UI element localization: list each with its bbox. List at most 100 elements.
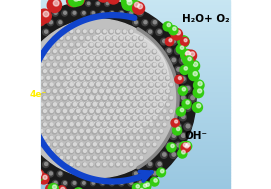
Circle shape — [70, 109, 73, 112]
Circle shape — [110, 69, 113, 73]
Circle shape — [162, 83, 166, 87]
Circle shape — [167, 116, 169, 119]
Circle shape — [115, 43, 120, 47]
Circle shape — [93, 129, 96, 132]
Circle shape — [127, 116, 130, 119]
Circle shape — [118, 129, 124, 134]
Circle shape — [45, 89, 50, 94]
Circle shape — [102, 56, 107, 61]
Circle shape — [79, 49, 83, 54]
Circle shape — [99, 142, 104, 147]
Circle shape — [47, 143, 50, 146]
Circle shape — [112, 156, 117, 160]
Circle shape — [22, 96, 27, 101]
Circle shape — [153, 103, 156, 106]
Circle shape — [100, 129, 103, 132]
Circle shape — [125, 143, 130, 147]
Circle shape — [0, 68, 10, 81]
Circle shape — [137, 83, 140, 86]
Bar — [41, 50, 230, 52]
Circle shape — [37, 123, 40, 126]
Circle shape — [130, 96, 133, 99]
Circle shape — [103, 136, 107, 139]
Circle shape — [112, 129, 117, 134]
Circle shape — [40, 116, 43, 119]
Circle shape — [73, 50, 76, 53]
Circle shape — [142, 171, 148, 177]
Circle shape — [150, 83, 153, 86]
Circle shape — [50, 43, 53, 46]
Circle shape — [70, 163, 73, 166]
Circle shape — [83, 69, 86, 73]
Circle shape — [117, 43, 120, 46]
Circle shape — [4, 104, 12, 111]
Circle shape — [49, 109, 54, 114]
Circle shape — [109, 163, 113, 167]
Circle shape — [73, 89, 77, 93]
Circle shape — [157, 136, 159, 139]
Circle shape — [27, 103, 30, 106]
Circle shape — [68, 82, 74, 88]
Circle shape — [135, 82, 140, 88]
Circle shape — [72, 11, 77, 16]
Circle shape — [69, 163, 73, 167]
Circle shape — [122, 69, 127, 74]
Circle shape — [109, 43, 113, 47]
Circle shape — [60, 143, 63, 146]
Circle shape — [29, 96, 33, 101]
Circle shape — [103, 69, 107, 73]
Circle shape — [60, 129, 63, 132]
Circle shape — [50, 43, 53, 46]
Circle shape — [70, 136, 73, 139]
Circle shape — [37, 70, 40, 72]
Circle shape — [91, 89, 97, 94]
Bar — [41, 150, 230, 151]
Circle shape — [117, 149, 120, 152]
Circle shape — [120, 156, 123, 159]
Circle shape — [69, 29, 73, 34]
Circle shape — [162, 96, 166, 101]
Circle shape — [68, 82, 74, 88]
Circle shape — [125, 63, 130, 67]
Circle shape — [138, 76, 143, 81]
Circle shape — [62, 149, 67, 154]
Circle shape — [97, 136, 100, 139]
Circle shape — [92, 36, 97, 41]
Circle shape — [104, 163, 106, 166]
Bar — [41, 170, 230, 172]
Circle shape — [83, 149, 86, 152]
Circle shape — [160, 63, 163, 66]
Circle shape — [64, 30, 66, 33]
Circle shape — [18, 19, 177, 178]
Circle shape — [62, 136, 67, 141]
Circle shape — [64, 30, 66, 33]
Circle shape — [26, 89, 30, 94]
Circle shape — [123, 30, 126, 33]
Circle shape — [102, 43, 107, 47]
Circle shape — [33, 29, 40, 35]
Circle shape — [175, 120, 178, 123]
Circle shape — [102, 182, 104, 184]
Circle shape — [112, 62, 117, 68]
Circle shape — [16, 124, 20, 128]
Circle shape — [60, 103, 63, 106]
Circle shape — [43, 161, 49, 167]
Circle shape — [147, 76, 150, 79]
Circle shape — [110, 96, 113, 99]
Circle shape — [115, 136, 120, 141]
Bar — [41, 176, 230, 178]
Circle shape — [160, 116, 163, 119]
Circle shape — [55, 109, 60, 114]
Circle shape — [77, 163, 79, 166]
Circle shape — [102, 12, 104, 14]
Circle shape — [133, 36, 136, 39]
Circle shape — [157, 123, 159, 126]
Circle shape — [115, 149, 120, 154]
Circle shape — [103, 109, 107, 113]
Circle shape — [105, 142, 110, 147]
Circle shape — [99, 36, 103, 41]
Circle shape — [163, 110, 166, 112]
Circle shape — [140, 116, 143, 119]
Circle shape — [52, 129, 57, 134]
Circle shape — [162, 109, 166, 114]
